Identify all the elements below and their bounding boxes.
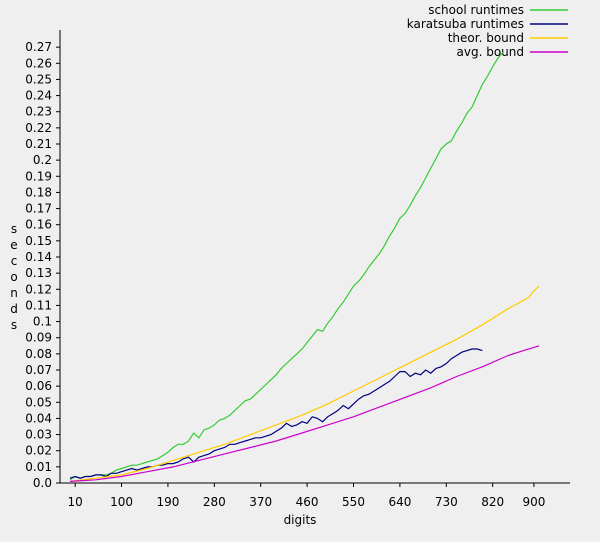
- x-axis-ticks: 10 100 190 280 370 460 550 640 730 820 900: [68, 483, 545, 509]
- x-tick-label: 460: [296, 495, 319, 509]
- y-axis-label-char: o: [10, 270, 17, 284]
- y-tick-label: 0.27: [25, 40, 52, 54]
- y-tick-label: 0.06: [25, 379, 52, 393]
- y-tick-label: 0.09: [25, 331, 52, 345]
- y-tick-label: 0.19: [25, 169, 52, 183]
- y-axis-label-char: s: [11, 222, 17, 236]
- y-tick-label: 0.25: [25, 72, 52, 86]
- series-line-0: [69, 51, 504, 481]
- x-tick-label: 900: [522, 495, 545, 509]
- x-tick-label: 730: [435, 495, 458, 509]
- y-tick-label: 0.11: [25, 298, 52, 312]
- x-tick-label: 280: [203, 495, 226, 509]
- y-tick-label: 0.12: [25, 282, 52, 296]
- y-tick-label: 0.07: [25, 363, 52, 377]
- y-tick-label: 0.14: [25, 250, 52, 264]
- series-line-1: [69, 348, 483, 479]
- y-tick-label: 0.04: [25, 411, 52, 425]
- y-axis-label-char: n: [10, 286, 18, 300]
- y-tick-label: 0.17: [25, 202, 52, 216]
- y-tick-label: 0.15: [25, 234, 52, 248]
- y-axis-label-char: s: [11, 318, 17, 332]
- x-tick-label: 190: [156, 495, 179, 509]
- y-tick-label: 0.23: [25, 105, 52, 119]
- y-axis-label-char: c: [11, 254, 18, 268]
- series-line-3: [69, 345, 540, 482]
- y-axis-label-char: e: [10, 238, 17, 252]
- y-tick-label: 0.0: [33, 476, 52, 490]
- y-axis-ticks: 0.0 0.01 0.02 0.03 0.04 0.05 0.06 0.07 0.08 0.09 0…: [25, 40, 60, 490]
- y-tick-label: 0.01: [25, 460, 52, 474]
- y-tick-label: 0.21: [25, 137, 52, 151]
- y-tick-label: 0.05: [25, 395, 52, 409]
- x-tick-label: 550: [342, 495, 365, 509]
- legend-label-3: avg. bound: [457, 45, 525, 59]
- x-tick-label: 100: [110, 495, 133, 509]
- y-tick-label: 0.1: [33, 315, 52, 329]
- y-tick-label: 0.26: [25, 56, 52, 70]
- x-tick-label: 820: [481, 495, 504, 509]
- x-tick-label: 370: [249, 495, 272, 509]
- y-tick-label: 0.13: [25, 266, 52, 280]
- y-tick-label: 0.18: [25, 185, 52, 199]
- y-tick-label: 0.24: [25, 89, 52, 103]
- x-axis-label: digits: [284, 513, 317, 527]
- y-axis-label-char: d: [10, 302, 18, 316]
- y-tick-label: 0.08: [25, 347, 52, 361]
- legend-label-2: theor. bound: [448, 31, 524, 45]
- y-tick-label: 0.02: [25, 444, 52, 458]
- y-tick-label: 0.16: [25, 218, 52, 232]
- x-tick-label: 640: [388, 495, 411, 509]
- legend-label-1: karatsuba runtimes: [407, 17, 524, 31]
- y-tick-label: 0.2: [33, 153, 52, 167]
- plot-area: [69, 51, 540, 482]
- y-tick-label: 0.22: [25, 121, 52, 135]
- series-line-2: [69, 285, 540, 482]
- legend-label-0: school runtimes: [428, 3, 524, 17]
- x-tick-label: 10: [68, 495, 83, 509]
- y-tick-label: 0.03: [25, 428, 52, 442]
